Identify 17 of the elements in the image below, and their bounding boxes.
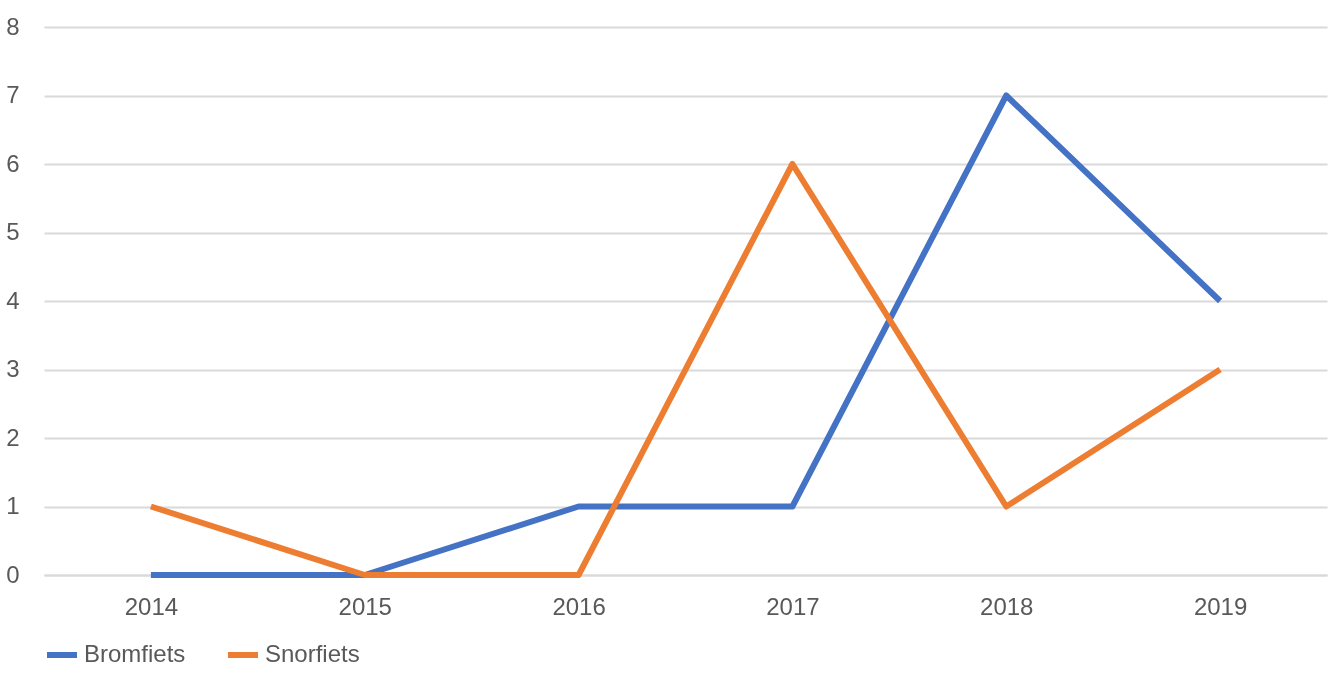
y-tick-label: 7 (6, 81, 20, 108)
y-tick-label: 4 (6, 286, 20, 314)
x-tick-label: 2014 (124, 592, 179, 620)
x-tick-label: 2016 (552, 592, 606, 620)
legend-label: Bromfiets (84, 640, 186, 667)
legend-label: Snorfiets (265, 640, 360, 667)
y-tick-label: 5 (6, 218, 20, 245)
x-tick-label: 2018 (980, 592, 1034, 620)
x-tick-label: 2017 (766, 592, 820, 620)
x-tick-label: 2019 (1193, 592, 1248, 620)
y-tick-label: 2 (6, 423, 20, 451)
y-tick-label: 8 (6, 12, 20, 40)
y-tick-label: 1 (6, 492, 20, 519)
y-tick-label: 3 (6, 355, 20, 382)
y-tick-label: 0 (6, 560, 20, 588)
x-tick-label: 2015 (338, 592, 392, 620)
y-tick-label: 6 (6, 149, 20, 177)
